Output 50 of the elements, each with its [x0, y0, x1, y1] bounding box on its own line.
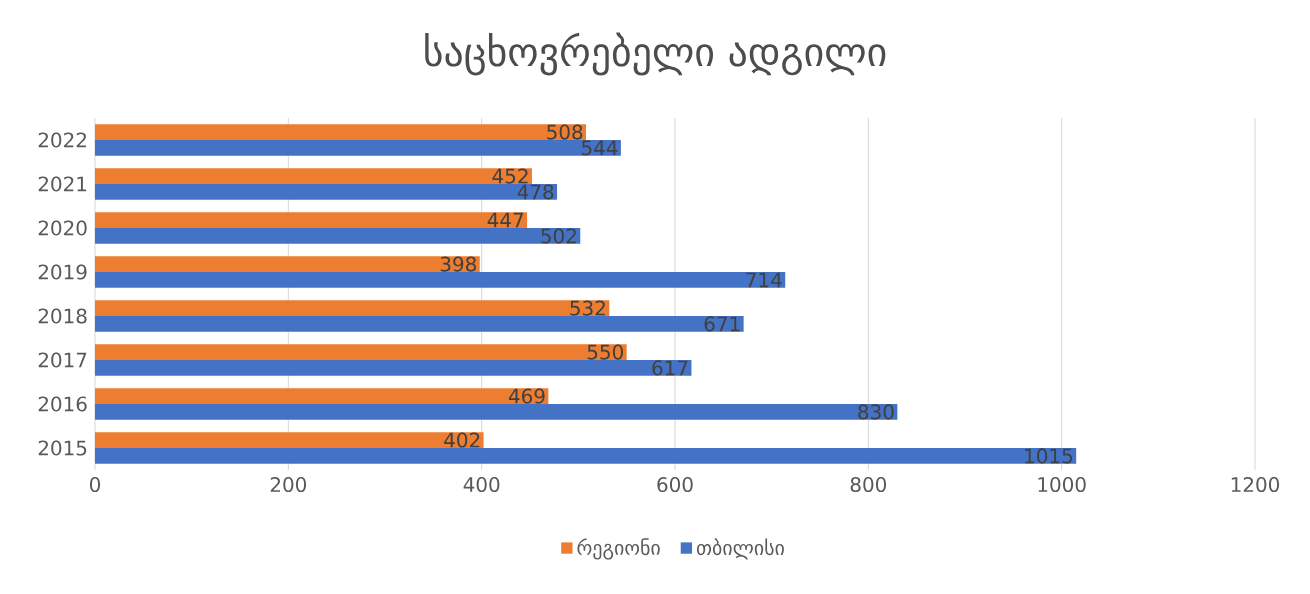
bar — [95, 404, 898, 420]
bar — [95, 168, 532, 185]
data-label: 402 — [444, 432, 480, 448]
bar — [95, 140, 621, 156]
data-label: 617 — [652, 360, 688, 376]
x-tick-label: 1200 — [1231, 477, 1280, 493]
bar — [95, 448, 1077, 464]
bar — [95, 360, 692, 376]
data-label: 532 — [570, 300, 605, 316]
bar — [95, 228, 581, 244]
data-label: 398 — [440, 256, 476, 272]
data-label: 502 — [541, 228, 576, 244]
x-tick-label: 0 — [89, 477, 101, 493]
bar — [95, 212, 528, 229]
legend-label: თბილისი — [697, 538, 784, 560]
y-tick-label: 2022 — [38, 132, 86, 148]
x-tick-label: 400 — [463, 477, 500, 493]
bar — [95, 272, 786, 288]
bar — [95, 184, 558, 200]
x-tick-label: 800 — [850, 477, 887, 493]
data-label: 671 — [704, 316, 740, 332]
data-label: 544 — [581, 140, 618, 156]
bar — [95, 124, 587, 141]
x-tick-label: 1000 — [1038, 477, 1086, 493]
data-label: 1015 — [1025, 448, 1073, 464]
y-tick-label: 2015 — [38, 440, 87, 456]
x-tick-label: 200 — [270, 477, 307, 493]
data-label: 447 — [487, 212, 523, 228]
y-tick-label: 2016 — [38, 396, 87, 412]
bar — [95, 316, 744, 332]
x-tick-label: 600 — [657, 477, 693, 493]
data-label: 469 — [508, 388, 545, 404]
bar — [95, 256, 480, 273]
legend-label: რეგიონი — [577, 538, 660, 560]
data-label: 550 — [587, 344, 623, 360]
bar — [95, 432, 484, 449]
data-label: 830 — [858, 404, 894, 420]
y-tick-label: 2021 — [38, 176, 87, 192]
data-label: 478 — [517, 184, 554, 200]
y-tick-label: 2020 — [38, 220, 87, 236]
bar — [95, 300, 610, 317]
y-tick-label: 2017 — [38, 352, 87, 368]
data-label: 508 — [547, 124, 583, 140]
chart-title: საცხოვრებელი ადგილი — [425, 32, 886, 76]
data-label: 714 — [746, 272, 782, 288]
y-tick-label: 2019 — [38, 264, 87, 280]
bar — [95, 388, 549, 405]
bar — [95, 344, 627, 361]
y-tick-label: 2018 — [38, 308, 87, 324]
data-label: 452 — [492, 168, 528, 184]
